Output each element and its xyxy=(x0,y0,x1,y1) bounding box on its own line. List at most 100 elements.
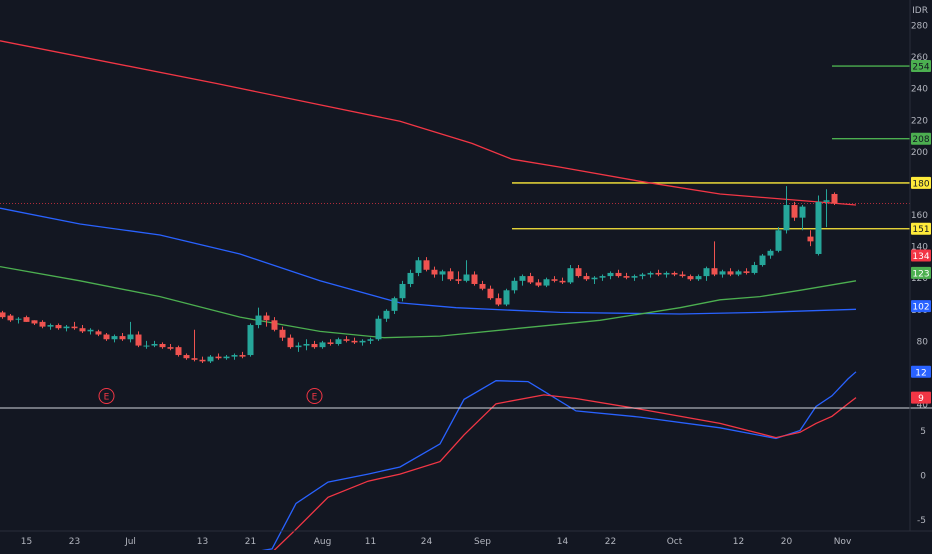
candle[interactable] xyxy=(775,227,782,253)
candle[interactable] xyxy=(815,195,822,256)
candle[interactable] xyxy=(7,313,14,322)
candle[interactable] xyxy=(751,261,758,275)
candle[interactable] xyxy=(735,269,742,277)
candle[interactable] xyxy=(55,323,62,330)
candle[interactable] xyxy=(87,328,94,335)
candle[interactable] xyxy=(343,336,350,343)
candle[interactable] xyxy=(159,342,166,349)
candle[interactable] xyxy=(15,317,22,324)
candle[interactable] xyxy=(799,205,806,231)
candle[interactable] xyxy=(367,337,374,344)
candle[interactable] xyxy=(375,315,382,341)
candle[interactable] xyxy=(247,323,254,357)
candle[interactable] xyxy=(495,293,502,307)
candle[interactable] xyxy=(527,272,534,284)
earnings-marker[interactable]: E xyxy=(98,388,115,404)
candle[interactable] xyxy=(407,269,414,288)
candle[interactable] xyxy=(615,269,622,278)
candle[interactable] xyxy=(399,280,406,302)
candle[interactable] xyxy=(767,249,774,259)
candle[interactable] xyxy=(431,266,438,278)
candle[interactable] xyxy=(231,353,238,360)
candle[interactable] xyxy=(671,271,678,277)
candle[interactable] xyxy=(631,274,638,281)
candle[interactable] xyxy=(655,269,662,277)
candle[interactable] xyxy=(583,272,590,281)
candle[interactable] xyxy=(223,355,230,360)
candle[interactable] xyxy=(127,321,134,343)
candle[interactable] xyxy=(71,321,78,330)
candle[interactable] xyxy=(383,309,390,322)
candle[interactable] xyxy=(279,326,286,341)
candle[interactable] xyxy=(175,345,182,357)
candle[interactable] xyxy=(63,325,70,332)
candle[interactable] xyxy=(639,272,646,280)
candle[interactable] xyxy=(79,325,86,333)
candle[interactable] xyxy=(447,268,454,281)
candle[interactable] xyxy=(599,274,606,281)
candle[interactable] xyxy=(575,265,582,278)
candle[interactable] xyxy=(295,342,302,352)
candle[interactable] xyxy=(591,276,598,284)
candle[interactable] xyxy=(39,320,46,329)
candle[interactable] xyxy=(455,271,462,284)
candle[interactable] xyxy=(255,307,262,329)
candle[interactable] xyxy=(263,312,270,327)
candle[interactable] xyxy=(111,334,118,343)
candle[interactable] xyxy=(511,277,518,294)
candle[interactable] xyxy=(351,337,358,344)
candle[interactable] xyxy=(679,271,686,278)
candle[interactable] xyxy=(559,277,566,284)
candle[interactable] xyxy=(719,269,726,278)
candle[interactable] xyxy=(359,339,366,346)
candle[interactable] xyxy=(543,277,550,288)
candle[interactable] xyxy=(727,268,734,277)
candle[interactable] xyxy=(695,274,702,281)
candle[interactable] xyxy=(743,268,750,275)
candle[interactable] xyxy=(663,271,670,278)
candle[interactable] xyxy=(535,279,542,288)
candle[interactable] xyxy=(519,274,526,286)
candle[interactable] xyxy=(823,189,830,228)
candle[interactable] xyxy=(303,339,310,351)
candle[interactable] xyxy=(327,339,334,346)
candle[interactable] xyxy=(423,257,430,272)
candle[interactable] xyxy=(207,355,214,363)
candle[interactable] xyxy=(31,320,38,326)
candle[interactable] xyxy=(199,356,206,363)
candle[interactable] xyxy=(415,257,422,277)
candle[interactable] xyxy=(239,351,246,359)
candle[interactable] xyxy=(215,353,222,360)
candle[interactable] xyxy=(135,331,142,348)
candle[interactable] xyxy=(0,310,6,319)
candle[interactable] xyxy=(647,271,654,278)
candle[interactable] xyxy=(47,323,54,330)
candle[interactable] xyxy=(567,265,574,284)
candle[interactable] xyxy=(439,269,446,281)
candle[interactable] xyxy=(479,280,486,291)
candle[interactable] xyxy=(103,332,110,341)
candle[interactable] xyxy=(391,296,398,314)
candle[interactable] xyxy=(623,272,630,280)
earnings-marker[interactable]: E xyxy=(306,388,323,404)
candle[interactable] xyxy=(311,340,318,349)
candle[interactable] xyxy=(471,271,478,286)
candle[interactable] xyxy=(687,274,694,281)
candle[interactable] xyxy=(95,329,102,337)
candle[interactable] xyxy=(791,201,798,221)
candle[interactable] xyxy=(807,230,814,247)
candle[interactable] xyxy=(487,285,494,300)
candle[interactable] xyxy=(463,260,470,283)
candle[interactable] xyxy=(711,241,718,277)
candle[interactable] xyxy=(503,288,510,307)
candle[interactable] xyxy=(759,253,766,267)
candle[interactable] xyxy=(119,332,126,341)
candle[interactable] xyxy=(335,337,342,346)
candle[interactable] xyxy=(551,276,558,283)
candle[interactable] xyxy=(287,334,294,349)
candle[interactable] xyxy=(319,340,326,349)
candle[interactable] xyxy=(783,186,790,234)
candle[interactable] xyxy=(151,340,158,348)
